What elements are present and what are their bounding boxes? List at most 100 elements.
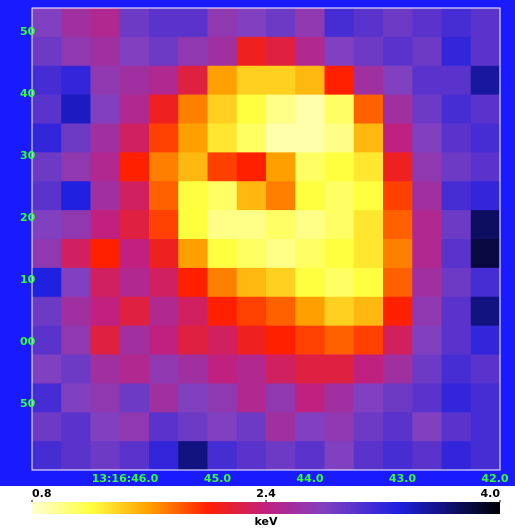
heatmap-cell xyxy=(325,37,355,66)
heatmap-cell xyxy=(295,181,325,210)
heatmap-cell xyxy=(412,152,442,181)
heatmap-cell xyxy=(266,441,296,470)
heatmap-cell xyxy=(178,239,208,268)
heatmap-cell xyxy=(32,210,62,239)
heatmap-cell xyxy=(149,412,179,441)
heatmap-cell xyxy=(149,181,179,210)
heatmap-cell xyxy=(442,441,472,470)
heatmap-cell xyxy=(383,66,413,95)
heatmap-cell xyxy=(237,95,267,124)
heatmap-cell xyxy=(295,239,325,268)
heatmap-cell xyxy=(208,355,238,384)
heatmap-cell xyxy=(471,297,501,326)
heatmap-cell xyxy=(91,8,121,37)
heatmap-cell xyxy=(61,355,91,384)
heatmap-cell xyxy=(149,37,179,66)
heatmap-cell xyxy=(383,210,413,239)
x-tick-label: 42.0 xyxy=(481,472,508,485)
heatmap-cell xyxy=(325,66,355,95)
heatmap-cell xyxy=(325,412,355,441)
heatmap-cell xyxy=(149,124,179,153)
heatmap-cell xyxy=(471,412,501,441)
heatmap-cell xyxy=(266,383,296,412)
heatmap-cell xyxy=(325,383,355,412)
heatmap-cell xyxy=(178,37,208,66)
heatmap-cell xyxy=(325,297,355,326)
heatmap-cell xyxy=(442,210,472,239)
heatmap-cell xyxy=(61,152,91,181)
heatmap-cell xyxy=(91,181,121,210)
heatmap-cell xyxy=(442,152,472,181)
heatmap-cell xyxy=(442,239,472,268)
heatmap-cell xyxy=(32,124,62,153)
heatmap-cell xyxy=(149,210,179,239)
heatmap-cell xyxy=(61,239,91,268)
heatmap-cell xyxy=(442,37,472,66)
heatmap-cell xyxy=(471,95,501,124)
heatmap-cell xyxy=(120,326,150,355)
heatmap-cell xyxy=(354,181,384,210)
x-tick-label: 13:16:46.0 xyxy=(92,472,159,485)
heatmap-cell xyxy=(354,239,384,268)
heatmap-cell xyxy=(120,355,150,384)
heatmap-cell xyxy=(32,239,62,268)
heatmap-cell xyxy=(383,124,413,153)
heatmap-cell xyxy=(120,66,150,95)
heatmap-cell xyxy=(471,268,501,297)
heatmap-cell xyxy=(237,8,267,37)
heatmap-cell xyxy=(383,268,413,297)
heatmap-cell xyxy=(237,326,267,355)
heatmap-cell xyxy=(412,326,442,355)
heatmap-cell xyxy=(354,95,384,124)
heatmap-cell xyxy=(178,412,208,441)
heatmap-cell xyxy=(32,95,62,124)
heatmap-cell xyxy=(120,412,150,441)
heatmap-cell xyxy=(149,355,179,384)
heatmap-cell xyxy=(442,412,472,441)
heatmap-cell xyxy=(149,239,179,268)
heatmap-cell xyxy=(237,152,267,181)
heatmap-cell xyxy=(149,297,179,326)
heatmap-cell xyxy=(208,412,238,441)
heatmap-cell xyxy=(61,124,91,153)
heatmap-cell xyxy=(383,239,413,268)
heatmap-cell xyxy=(120,441,150,470)
heatmap-cell xyxy=(208,297,238,326)
heatmap-cell xyxy=(325,181,355,210)
heatmap-cell xyxy=(471,239,501,268)
heatmap-cell xyxy=(237,37,267,66)
heatmap-cell xyxy=(266,355,296,384)
heatmap-cell xyxy=(178,297,208,326)
heatmap-cell xyxy=(383,441,413,470)
heatmap-cell xyxy=(383,383,413,412)
heatmap-cell xyxy=(32,441,62,470)
heatmap-cell xyxy=(383,326,413,355)
heatmap-cell xyxy=(91,210,121,239)
heatmap-cell xyxy=(32,268,62,297)
heatmap-cell xyxy=(61,326,91,355)
heatmap-cell xyxy=(91,268,121,297)
heatmap-cell xyxy=(32,66,62,95)
heatmap-cell xyxy=(91,239,121,268)
heatmap-cell xyxy=(91,95,121,124)
heatmap-cell xyxy=(237,297,267,326)
heatmap-cell xyxy=(237,383,267,412)
heatmap-cell xyxy=(120,152,150,181)
heatmap-cell xyxy=(325,268,355,297)
heatmap-cell xyxy=(412,181,442,210)
heatmap-cell xyxy=(61,268,91,297)
heatmap-cell xyxy=(178,441,208,470)
heatmap-cell xyxy=(383,95,413,124)
heatmap-cell xyxy=(442,66,472,95)
heatmap-cell xyxy=(295,37,325,66)
heatmap-cell xyxy=(61,297,91,326)
heatmap-cell xyxy=(91,124,121,153)
heatmap-cell xyxy=(325,152,355,181)
heatmap-cell xyxy=(91,37,121,66)
heatmap-cell xyxy=(442,268,472,297)
heatmap-cell xyxy=(208,383,238,412)
heatmap-cell xyxy=(412,37,442,66)
heatmap-cell xyxy=(61,441,91,470)
heatmap-cell xyxy=(91,152,121,181)
